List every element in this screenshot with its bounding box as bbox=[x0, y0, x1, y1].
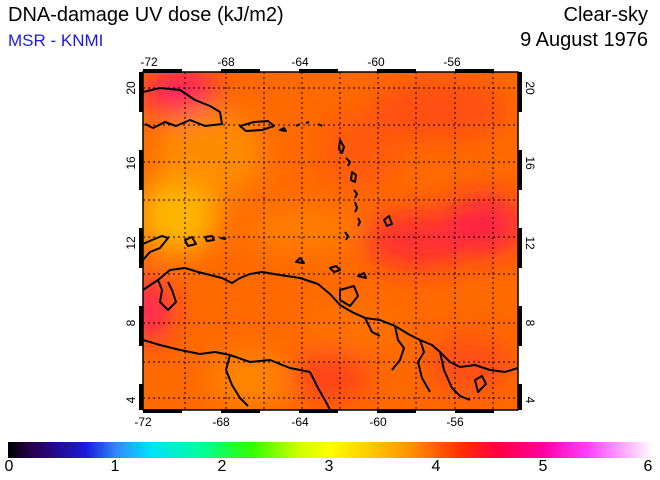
scale-tick-label: 5 bbox=[538, 458, 548, 475]
bottom-lon-label: -72 bbox=[134, 415, 152, 429]
map-title: DNA-damage UV dose (kJ/m2) bbox=[8, 4, 284, 26]
top-lon-label: -56 bbox=[443, 55, 461, 69]
bottom-lon-label: -60 bbox=[369, 415, 387, 429]
scale-tick-label: 4 bbox=[431, 458, 441, 475]
scale-tick-label: 0 bbox=[4, 458, 14, 475]
scale-tick-label: 2 bbox=[217, 458, 227, 475]
left-lat-label: 8 bbox=[124, 319, 138, 326]
right-lat-label: 20 bbox=[523, 81, 537, 95]
right-lat-label: 8 bbox=[523, 320, 537, 327]
color-scale: 0 1 2 3 4 5 6 bbox=[4, 442, 653, 480]
date-label: 9 August 1976 bbox=[520, 29, 648, 51]
map-figure: -72 -68 -64 -60 -56 -72 -68 -64 -60 -56 … bbox=[124, 55, 537, 429]
sky-condition-label: Clear-sky bbox=[563, 4, 648, 26]
top-lon-label: -60 bbox=[367, 55, 385, 69]
scale-tick-label: 3 bbox=[324, 458, 334, 475]
bottom-lon-label: -64 bbox=[291, 415, 309, 429]
scale-tick-label: 1 bbox=[110, 458, 120, 475]
top-lon-label: -72 bbox=[140, 55, 158, 69]
graticule bbox=[143, 72, 518, 410]
left-lat-label: 16 bbox=[124, 156, 138, 170]
right-lat-label: 12 bbox=[523, 236, 537, 250]
bottom-lon-label: -68 bbox=[212, 415, 230, 429]
color-scale-bar bbox=[8, 442, 652, 458]
left-lat-label: 12 bbox=[124, 236, 138, 250]
right-lat-label: 16 bbox=[523, 156, 537, 170]
left-lat-label: 20 bbox=[124, 81, 138, 95]
map-frame bbox=[139, 69, 522, 413]
left-lat-label: 4 bbox=[124, 396, 138, 403]
top-lon-label: -64 bbox=[291, 55, 309, 69]
bottom-lon-label: -56 bbox=[446, 415, 464, 429]
right-lat-label: 4 bbox=[523, 397, 537, 404]
credit-label: MSR - KNMI bbox=[8, 31, 104, 50]
scale-tick-label: 6 bbox=[643, 458, 653, 475]
top-lon-label: -68 bbox=[217, 55, 235, 69]
